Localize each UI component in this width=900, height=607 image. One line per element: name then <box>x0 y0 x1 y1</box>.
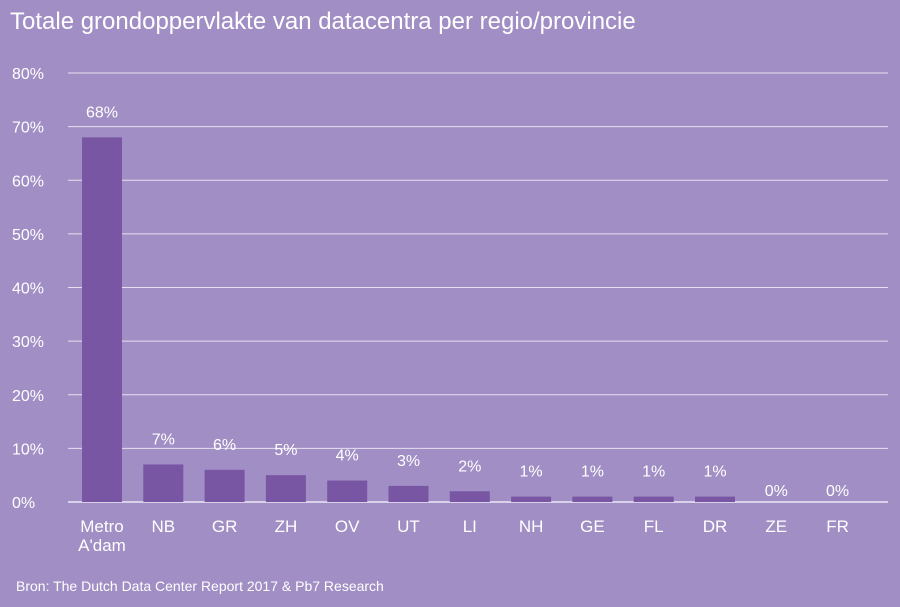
data-label: 6% <box>213 437 236 454</box>
y-tick-label: 30% <box>12 334 44 351</box>
y-tick-label: 70% <box>12 120 44 137</box>
data-label: 4% <box>336 448 359 465</box>
source-note: Bron: The Dutch Data Center Report 2017 … <box>16 578 384 594</box>
data-label: 1% <box>642 464 665 481</box>
bar <box>511 496 552 502</box>
data-label: 1% <box>520 464 543 481</box>
data-label: 1% <box>703 464 726 481</box>
bar <box>265 475 306 502</box>
bar <box>449 491 490 502</box>
y-tick-label: 80% <box>12 66 44 83</box>
data-label: 7% <box>152 431 175 448</box>
x-tick-label: UT <box>397 517 420 536</box>
x-tick-label: DR <box>703 517 728 536</box>
x-tick-label: FL <box>644 517 664 536</box>
bar <box>695 496 735 502</box>
bar <box>633 496 674 502</box>
bar <box>388 485 429 502</box>
bar <box>327 480 368 502</box>
bar <box>204 469 245 502</box>
y-tick-label: 0% <box>12 495 35 512</box>
data-label: 0% <box>765 483 788 500</box>
y-tick-label: 60% <box>12 173 44 190</box>
x-tick-label: GR <box>212 517 238 536</box>
x-tick-label: A'dam <box>78 536 126 555</box>
data-label: 5% <box>274 442 297 459</box>
bar <box>143 464 184 502</box>
chart-title: Totale grondoppervlakte van datacentra p… <box>10 8 636 35</box>
y-tick-label: 50% <box>12 227 44 244</box>
y-tick-label: 20% <box>12 388 44 405</box>
bar <box>572 496 613 502</box>
data-label: 1% <box>581 464 604 481</box>
bar <box>82 137 122 502</box>
x-tick-label: ZE <box>765 517 787 536</box>
x-tick-label: OV <box>335 517 360 536</box>
data-label: 68% <box>86 104 118 121</box>
data-label: 3% <box>397 453 420 470</box>
x-tick-label: NH <box>519 517 544 536</box>
x-tick-label: NB <box>151 517 175 536</box>
x-tick-label: Metro <box>80 517 123 536</box>
x-tick-label: LI <box>463 517 477 536</box>
data-label: 0% <box>826 483 849 500</box>
y-tick-label: 40% <box>12 281 44 298</box>
x-tick-label: GE <box>580 517 605 536</box>
x-tick-label: FR <box>826 517 849 536</box>
y-tick-label: 10% <box>12 441 44 458</box>
x-tick-label: ZH <box>275 517 298 536</box>
data-label: 2% <box>458 458 481 475</box>
